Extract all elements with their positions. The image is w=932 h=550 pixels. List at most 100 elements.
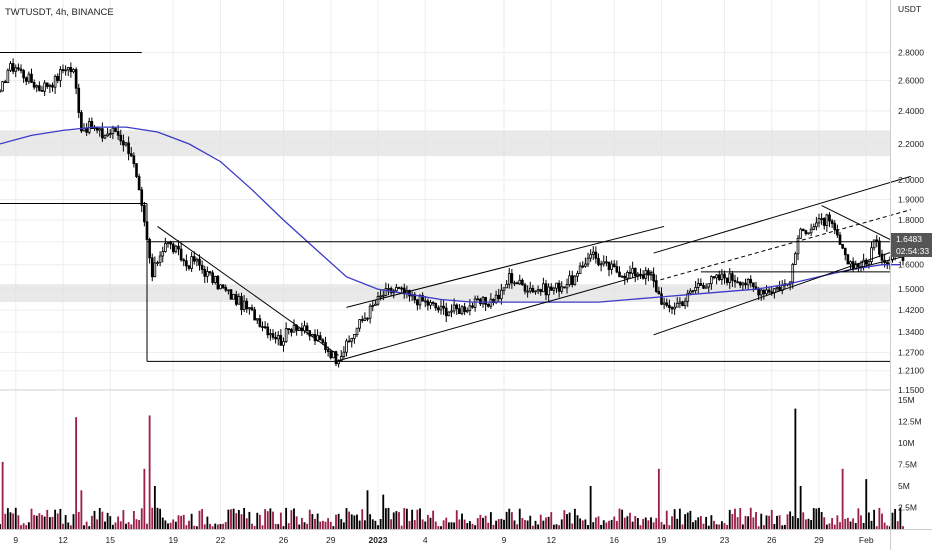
candle-up xyxy=(602,261,606,265)
volume-bar xyxy=(164,520,167,529)
volume-bar xyxy=(673,509,676,529)
volume-bar xyxy=(547,516,550,529)
volume-bar xyxy=(327,518,330,529)
volume-bar xyxy=(269,508,272,529)
candle-down xyxy=(652,273,655,282)
candle-up xyxy=(108,133,112,136)
volume-bar xyxy=(437,526,440,529)
candle-up xyxy=(227,289,230,292)
candle-up xyxy=(807,232,810,235)
volume-bar xyxy=(524,520,526,529)
candle-down xyxy=(431,302,435,304)
volume-bar xyxy=(755,512,757,529)
volume-bar xyxy=(122,510,125,529)
volume-bar xyxy=(185,525,188,529)
candle-up xyxy=(106,133,109,137)
candle-down xyxy=(557,282,561,292)
volume-bar xyxy=(744,515,747,529)
candle-up xyxy=(98,128,102,131)
time-tick-label: 15 xyxy=(106,535,116,545)
candle-up xyxy=(720,273,724,280)
candle-up xyxy=(710,276,713,285)
candle-up xyxy=(311,334,314,337)
volume-bar xyxy=(321,520,324,529)
volume-bar xyxy=(762,525,765,529)
candle-up xyxy=(355,327,359,335)
volume-bar xyxy=(489,512,492,529)
volume-bar xyxy=(9,512,12,529)
volume-bar xyxy=(657,468,660,529)
volume-bar xyxy=(450,522,453,529)
candle-down xyxy=(253,309,256,321)
volume-bar xyxy=(1,461,4,529)
volume-bar xyxy=(51,516,54,529)
drawn-trendlines[interactable] xyxy=(0,51,912,362)
candle-up xyxy=(589,254,592,259)
volume-bar xyxy=(33,515,36,529)
volume-bar xyxy=(447,522,450,529)
volume-bar xyxy=(710,515,713,529)
candle-down xyxy=(90,121,94,130)
volume-bar xyxy=(825,524,828,529)
volume-bar xyxy=(482,517,484,529)
volume-bar xyxy=(621,509,624,529)
trendline[interactable] xyxy=(346,225,665,308)
volume-bar xyxy=(810,520,813,529)
volume-bar xyxy=(699,516,702,529)
volume-bar xyxy=(770,509,773,529)
dashed-trendline[interactable] xyxy=(653,209,912,283)
volume-bar xyxy=(592,522,595,529)
candle-down xyxy=(305,325,309,332)
trendline[interactable] xyxy=(653,245,909,336)
trendline[interactable] xyxy=(157,226,339,356)
candle-up xyxy=(542,283,545,293)
volume-bar xyxy=(235,513,238,529)
time-tick-label: 2023 xyxy=(369,535,388,545)
candle-up xyxy=(156,262,159,264)
candle-down xyxy=(623,275,627,279)
candle-down xyxy=(762,289,766,295)
volume-bar xyxy=(25,525,28,529)
price-tick-label: 1.2700 xyxy=(898,347,924,357)
volume-bar xyxy=(497,519,500,529)
volume-bar xyxy=(584,519,587,529)
time-tick-label: 16 xyxy=(610,535,620,545)
volume-bar xyxy=(48,517,51,529)
volume-bar xyxy=(579,518,582,529)
candle-down xyxy=(594,251,598,259)
candle-down xyxy=(668,304,671,308)
volume-bar xyxy=(860,515,862,529)
candle-up xyxy=(368,305,372,319)
candle-down xyxy=(179,248,183,261)
volume-bar xyxy=(878,507,881,529)
volume-bar xyxy=(374,520,377,529)
candle-down xyxy=(770,291,774,294)
candle-up xyxy=(297,327,301,331)
candle-up xyxy=(518,279,522,285)
candle-up xyxy=(678,301,682,304)
volume-bar xyxy=(531,525,534,529)
trendline[interactable] xyxy=(653,175,912,254)
candle-up xyxy=(576,272,579,277)
volume-bar xyxy=(319,521,322,529)
trendline[interactable] xyxy=(842,254,909,273)
candle-up xyxy=(161,251,165,257)
candle-down xyxy=(127,142,130,155)
candle-up xyxy=(190,256,193,269)
candle-down xyxy=(208,271,212,274)
time-axis[interactable]: 9 12 15 19 22 26 29 2023 4 9 12 16 19 23 26 29 Feb xyxy=(13,535,873,545)
price-tick-label: 2.4000 xyxy=(898,106,924,116)
candle-up xyxy=(825,214,829,226)
volume-bar xyxy=(140,508,143,529)
volume-bar xyxy=(22,523,25,529)
volume-bar xyxy=(668,525,671,529)
candle-down xyxy=(38,85,41,91)
volume-axis[interactable]: 2.5M 5M 7.5M 10M 12.5M 15M xyxy=(898,395,922,513)
trendline[interactable] xyxy=(335,271,654,362)
volume-bar xyxy=(568,512,571,529)
candle-up xyxy=(248,307,251,310)
candle-up xyxy=(219,284,222,290)
volume-bar xyxy=(203,524,206,529)
price-tick-label: 2.0000 xyxy=(898,175,924,185)
